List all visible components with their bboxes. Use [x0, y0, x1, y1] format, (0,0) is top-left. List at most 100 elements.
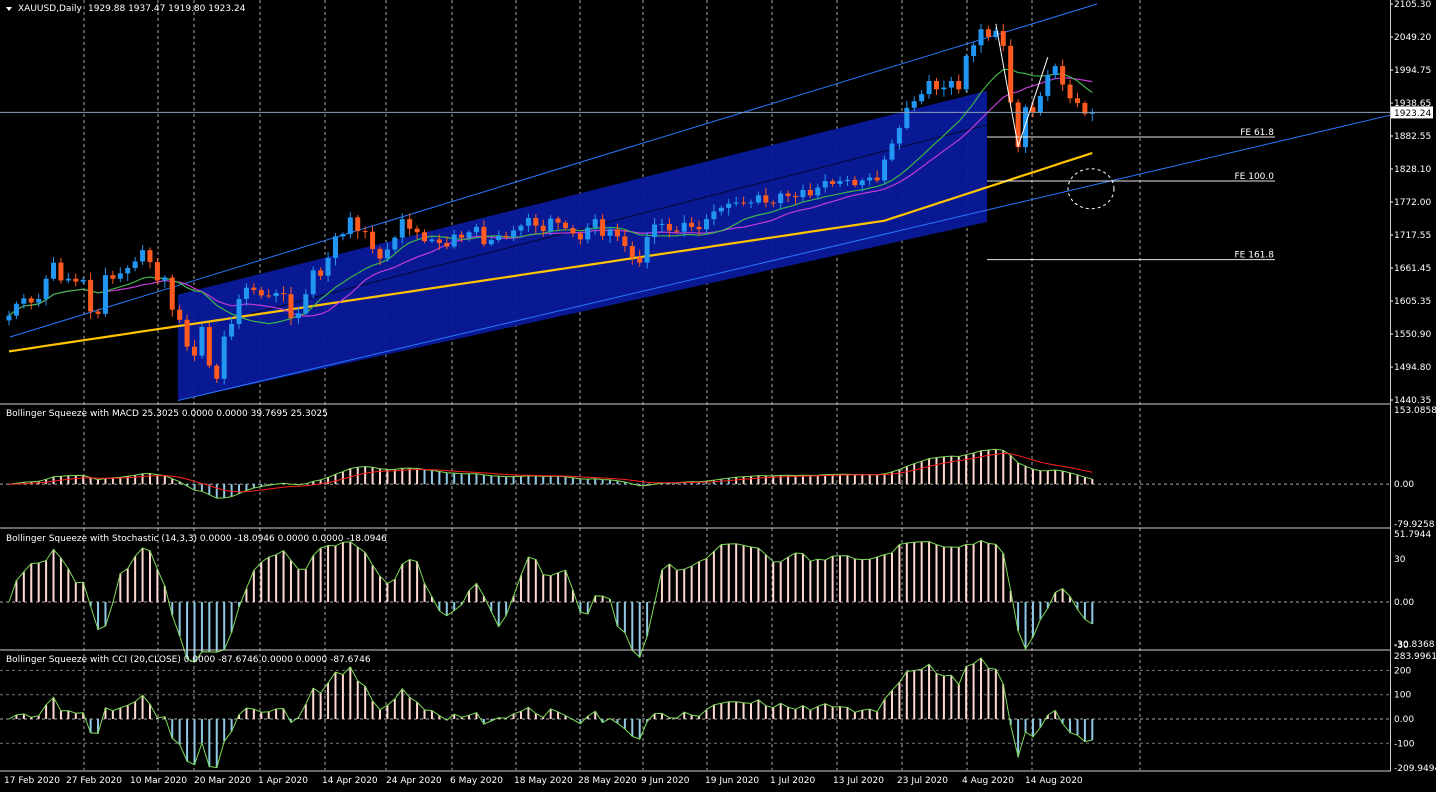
candle-body: [1067, 84, 1073, 99]
candle-body: [65, 278, 71, 281]
price-tick-label: 1440.35: [1394, 396, 1431, 406]
candle-body: [1037, 95, 1043, 112]
candle-body: [652, 224, 658, 238]
candle-body: [1060, 66, 1066, 85]
oscillator-tick-label: 153.0858: [1394, 406, 1436, 416]
candle-body: [192, 346, 197, 356]
candle-body: [570, 228, 576, 234]
candle-body: [303, 294, 309, 314]
candle-body: [43, 278, 49, 299]
candle-body: [807, 189, 813, 196]
candle-body: [971, 45, 977, 56]
oscillator-tick-label: 0.00: [1394, 598, 1414, 608]
candle-body: [325, 257, 331, 276]
candle-body: [1082, 103, 1088, 114]
candle-body: [867, 177, 873, 181]
candle-body: [629, 245, 635, 258]
regression-channel-fill[interactable]: [178, 90, 987, 401]
cci-panel[interactable]: Bollinger Squeeze with CCI (20,CLOSE) 0.…: [0, 655, 1390, 769]
candle-body: [1000, 30, 1006, 46]
candle-body: [503, 235, 509, 238]
price-tick-label: 1828.10: [1394, 165, 1431, 175]
candle-body: [496, 235, 502, 241]
candle-body: [80, 279, 86, 282]
candle-body: [689, 222, 695, 227]
fe-level-label: FE 161.8: [1235, 251, 1275, 261]
candle-body: [919, 94, 925, 102]
price-axis[interactable]: 2105.30 2049.20 1994.75 1938.65 1882.55 1828.…: [1390, 0, 1436, 774]
candle-body: [362, 231, 368, 233]
price-tick-label: 1994.75: [1394, 66, 1431, 76]
candle-body: [822, 181, 828, 188]
time-tick-label: 19 Jun 2020: [705, 776, 759, 786]
channel-mid-line[interactable]: [249, 119, 1006, 315]
candle-body: [88, 279, 94, 312]
time-axis[interactable]: 17 Feb 2020 27 Feb 2020 10 Mar 2020 20 Mar …: [4, 776, 1083, 786]
candle-body: [377, 248, 383, 259]
grid-lines: [83, 0, 1141, 770]
fibo-expansion-zigzag[interactable]: [995, 23, 1049, 147]
price-tick-label: 1717.55: [1394, 231, 1431, 241]
candle-body: [73, 278, 79, 282]
candle-body: [941, 87, 947, 90]
oscillator-tick-label: 283.9961: [1394, 652, 1436, 662]
target-circle[interactable]: [1067, 168, 1115, 210]
candle-body: [162, 277, 168, 281]
candle-body: [355, 217, 361, 232]
candle-body: [6, 315, 12, 321]
candle-body: [852, 179, 858, 186]
channel-upper-line[interactable]: [9, 3, 1098, 338]
candle-body: [607, 229, 613, 236]
candle-body: [236, 298, 242, 324]
candle-body: [726, 203, 732, 208]
candle-body: [711, 211, 717, 220]
candle-body: [147, 250, 153, 263]
time-tick-label: 18 May 2020: [514, 776, 573, 786]
time-tick-label: 27 Feb 2020: [66, 776, 122, 786]
candle-body: [221, 336, 227, 379]
oscillator-tick-label: -30.8368: [1394, 640, 1435, 650]
candle-body: [13, 303, 19, 316]
candle-body: [815, 187, 821, 196]
candle-body: [637, 257, 643, 263]
candle-body: [518, 225, 524, 231]
candle-body: [1052, 66, 1058, 76]
candle-body: [117, 273, 123, 279]
channel-lower-line[interactable]: [177, 114, 1391, 402]
candle-body: [533, 217, 539, 226]
candle-body: [347, 217, 353, 235]
candle-body: [748, 202, 754, 204]
candle-body: [666, 223, 672, 231]
candle-body: [555, 218, 561, 223]
candle-body: [963, 55, 969, 90]
time-tick-label: 1 Apr 2020: [258, 776, 308, 786]
time-tick-label: 20 Mar 2020: [194, 776, 251, 786]
chevron-down-icon[interactable]: [6, 7, 12, 11]
last-price-box: [1391, 106, 1433, 119]
price-panel[interactable]: FE 61.8 FE 100.0 FE 161.8 XAUUSD,Daily 192…: [0, 3, 1391, 402]
price-tick-label: 1550.90: [1394, 330, 1431, 340]
oscillator-line: [8, 657, 1093, 769]
candle-body: [770, 202, 776, 204]
candle-body: [830, 181, 836, 185]
candle-body: [511, 230, 517, 238]
candle-body: [399, 219, 405, 238]
candle-body: [36, 298, 42, 303]
macd-panel[interactable]: Bollinger Squeeze with MACD 25.3025 0.00…: [0, 409, 1390, 499]
candle-body: [622, 236, 628, 246]
candle-body: [874, 177, 880, 181]
time-tick-label: 9 Jun 2020: [641, 776, 690, 786]
time-tick-label: 13 Jul 2020: [833, 776, 884, 786]
fibo-expansion-levels[interactable]: FE 61.8 FE 100.0 FE 161.8: [987, 128, 1275, 261]
candle-body: [696, 226, 702, 230]
stochastic-panel[interactable]: Bollinger Squeeze with Stochastic (14,3,…: [0, 534, 1390, 663]
symbol-title: XAUUSD,Daily: [18, 4, 82, 14]
price-tick-label: 1882.55: [1394, 132, 1431, 142]
candle-body: [600, 219, 606, 236]
time-tick-label: 1 Jul 2020: [770, 776, 815, 786]
candle-body: [429, 239, 435, 242]
candle-body: [28, 298, 34, 303]
candle-body: [889, 143, 895, 160]
price-tick-label: 1938.65: [1394, 99, 1431, 109]
